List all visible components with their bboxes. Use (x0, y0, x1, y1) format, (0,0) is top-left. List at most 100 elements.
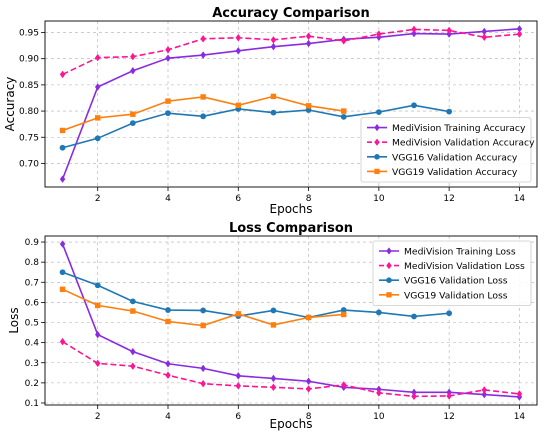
data-point (411, 392, 417, 401)
data-point (446, 392, 452, 400)
data-point (235, 382, 242, 390)
y-tick-label: 0.1 (25, 399, 39, 409)
data-point (94, 302, 101, 309)
y-tick-label: 0.5 (25, 319, 39, 329)
legend-label: MediVision Training Loss (404, 247, 516, 258)
legend-marker (386, 261, 392, 270)
x-tick-label: 14 (514, 412, 526, 422)
data-point (130, 111, 136, 117)
data-point (59, 286, 66, 293)
data-point (165, 359, 171, 368)
legend-marker (374, 168, 380, 175)
data-point (200, 379, 206, 388)
data-point (235, 102, 242, 109)
data-point (270, 322, 277, 328)
data-point (59, 269, 66, 276)
data-point (130, 362, 136, 370)
data-point (376, 389, 382, 397)
data-point (411, 29, 417, 38)
data-point (94, 115, 101, 121)
chart-panel-loss: 2 4 6 8 10 12 14 0.1 0.2 0.3 0.4 0.5 0.6 0.7 0.8 0.9 Los… (7, 221, 538, 431)
data-point (375, 309, 382, 316)
data-point (305, 385, 312, 393)
x-axis-label: Epochs (270, 202, 313, 216)
data-point (305, 39, 312, 48)
y-tick-label: 0.80 (19, 107, 39, 117)
data-point (200, 51, 206, 59)
legend-marker (386, 247, 392, 255)
legend-label: VGG19 Validation Accuracy (392, 167, 518, 178)
data-point (340, 108, 347, 114)
data-point (200, 94, 206, 100)
series-line (62, 340, 520, 398)
y-tick-label: 0.95 (19, 29, 39, 39)
legend-label: VGG16 Validation Accuracy (392, 152, 518, 163)
data-point (340, 37, 347, 45)
data-point (130, 52, 136, 61)
plot-frame (44, 20, 538, 188)
y-tick-label: 0.90 (19, 55, 39, 65)
data-point (235, 371, 242, 380)
y-tick-label: 0.8 (25, 258, 40, 268)
data-point (481, 386, 488, 394)
data-point (200, 34, 206, 43)
data-point (270, 42, 277, 51)
x-tick-label: 10 (373, 412, 385, 422)
y-tick-label: 0.70 (19, 159, 39, 169)
y-tick-label: 0.9 (25, 238, 40, 248)
x-tick-label: 14 (514, 194, 526, 204)
data-point (305, 377, 312, 386)
x-tick-label: 4 (165, 412, 171, 422)
data-point (270, 374, 277, 383)
series-0 (59, 25, 523, 183)
chart-title: Accuracy Comparison (212, 6, 370, 21)
data-point (165, 45, 171, 54)
data-point (376, 30, 382, 38)
legend-label: MediVision Training Accuracy (392, 123, 526, 134)
series-line (62, 288, 344, 327)
data-point (129, 120, 136, 127)
y-axis-label: Loss (7, 307, 21, 333)
data-point (165, 307, 171, 313)
x-tick-label: 12 (443, 194, 454, 204)
data-point (130, 347, 136, 356)
data-point (59, 337, 66, 346)
legend-box (372, 240, 532, 306)
data-point (165, 110, 171, 117)
legend-marker (374, 123, 380, 132)
data-point (270, 36, 277, 44)
legend-label: MediVision Validation Loss (404, 261, 525, 272)
data-point (340, 113, 347, 120)
y-tick-label: 0.4 (25, 339, 40, 349)
x-tick-label: 4 (165, 194, 171, 204)
legend-label: MediVision Validation Accuracy (392, 138, 535, 149)
y-tick-label: 0.3 (25, 359, 39, 369)
data-point (200, 307, 207, 314)
x-tick-label: 6 (235, 194, 241, 204)
data-point (270, 93, 277, 100)
series-line (61, 243, 520, 398)
data-point (270, 307, 277, 314)
legend: MediVision Training Loss MediVision Valid… (372, 240, 532, 306)
data-point (165, 318, 171, 325)
data-point (411, 313, 417, 320)
data-point (165, 98, 171, 104)
data-point (130, 308, 136, 314)
series-1 (59, 337, 523, 401)
data-point (481, 390, 488, 399)
x-tick-label: 12 (443, 412, 454, 422)
x-tick-label: 2 (95, 194, 101, 204)
data-point (200, 322, 206, 329)
chart-panel-accuracy: 2 4 6 8 10 12 14 0.70 0.75 0.80 0.85 0.90 0.95 Accura… (3, 6, 538, 216)
data-point (200, 113, 207, 120)
data-point (59, 127, 66, 134)
data-point (165, 54, 171, 63)
series-line (62, 271, 450, 319)
data-point (165, 371, 171, 380)
data-point (94, 282, 101, 289)
plot-frame (44, 235, 538, 406)
legend-marker (386, 292, 392, 298)
x-tick-label: 8 (306, 412, 312, 422)
data-point (94, 83, 101, 91)
data-point (305, 103, 312, 109)
